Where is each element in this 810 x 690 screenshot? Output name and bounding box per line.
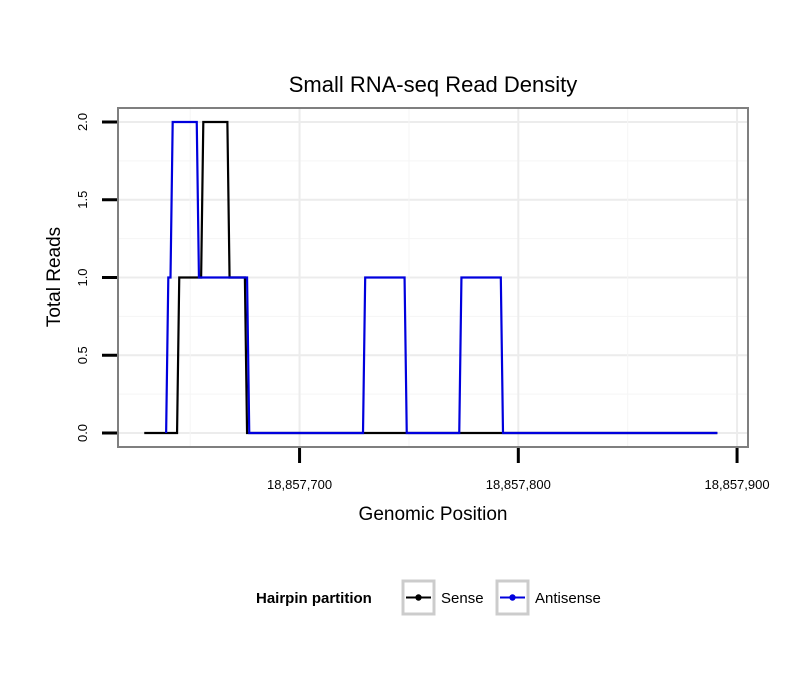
x-axis-label: Genomic Position [359, 504, 508, 525]
x-tick-label: 18,857,900 [705, 477, 770, 492]
axis-ticks: 0.0 0.5 1.0 1.5 2.0 18,857,700 18,857,800 18,85… [75, 113, 770, 492]
legend-label: Sense [441, 590, 484, 607]
y-axis-label: Total Reads [44, 227, 65, 327]
x-tick-label: 18,857,700 [267, 477, 332, 492]
plot-panel [117, 107, 749, 448]
x-tick-label: 18,857,800 [486, 477, 551, 492]
legend-item-antisense: Antisense [495, 579, 601, 616]
legend: Hairpin partition Sense Antisense [256, 579, 601, 616]
y-tick-label: 1.0 [75, 268, 90, 286]
y-tick-label: 2.0 [75, 113, 90, 131]
legend-item-sense: Sense [401, 579, 484, 616]
chart-title: Small RNA-seq Read Density [289, 72, 578, 97]
y-tick-label: 1.5 [75, 191, 90, 209]
series-line-antisense [165, 120, 718, 435]
legend-key-point [415, 594, 422, 601]
y-tick-label: 0.0 [75, 424, 90, 442]
legend-key-point [509, 594, 516, 601]
legend-title: Hairpin partition [256, 590, 372, 607]
legend-label: Antisense [535, 590, 601, 607]
y-tick-label: 0.5 [75, 346, 90, 364]
series-layer [144, 120, 718, 435]
